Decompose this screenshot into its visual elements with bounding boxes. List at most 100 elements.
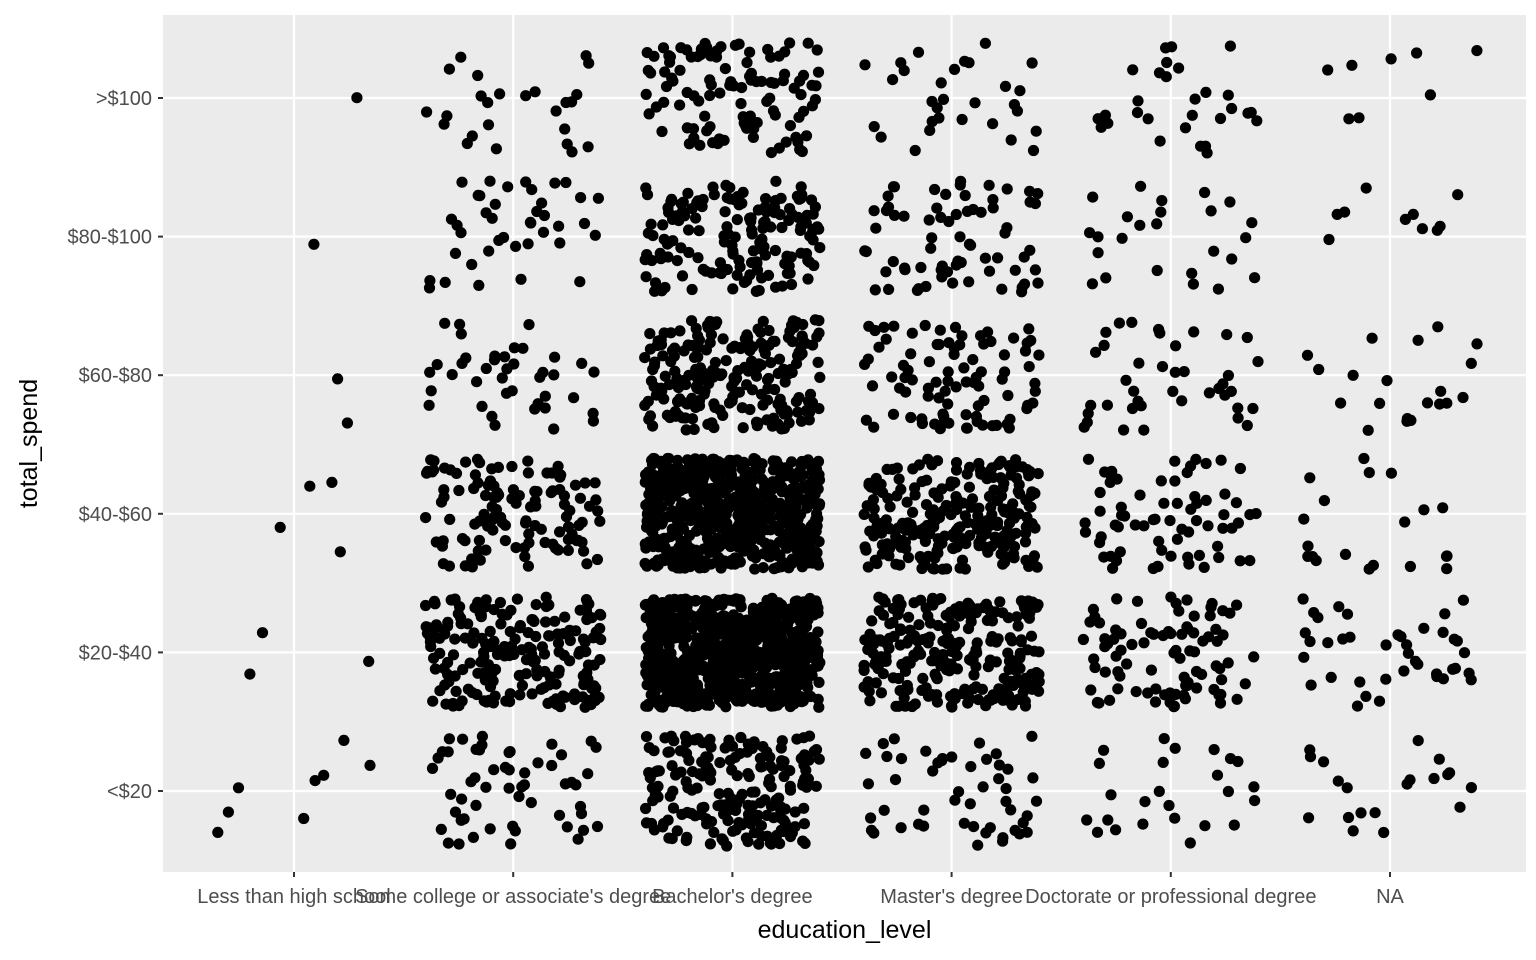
- data-point: [1094, 505, 1106, 517]
- data-point: [692, 252, 704, 264]
- data-point: [678, 548, 690, 560]
- data-point: [642, 64, 654, 77]
- data-point: [901, 637, 913, 649]
- data-point: [546, 759, 558, 772]
- data-point: [1028, 550, 1040, 562]
- data-point: [921, 633, 933, 645]
- data-point: [948, 531, 960, 543]
- data-point: [714, 757, 726, 769]
- data-point: [646, 458, 659, 470]
- data-point: [796, 145, 808, 158]
- data-point: [774, 549, 786, 561]
- data-point: [1169, 812, 1181, 824]
- data-point: [883, 283, 895, 295]
- data-point: [1200, 86, 1212, 98]
- data-point: [480, 594, 492, 606]
- data-point: [532, 667, 544, 679]
- data-point: [1232, 412, 1244, 424]
- data-point: [658, 393, 670, 405]
- data-point: [795, 458, 807, 470]
- data-point: [1153, 323, 1165, 336]
- data-point: [717, 409, 729, 421]
- data-point: [471, 688, 483, 701]
- data-point: [447, 649, 460, 661]
- data-point: [1132, 95, 1144, 107]
- data-point: [546, 467, 558, 479]
- data-point: [888, 181, 901, 193]
- data-point: [1023, 612, 1035, 624]
- data-point: [1077, 633, 1089, 646]
- data-point: [765, 493, 777, 505]
- data-point: [940, 188, 952, 200]
- data-point: [951, 649, 963, 662]
- data-point: [771, 562, 784, 574]
- data-point: [1224, 753, 1237, 765]
- data-point: [983, 179, 995, 191]
- data-point: [1306, 551, 1319, 563]
- data-point: [690, 380, 703, 392]
- data-point: [1161, 56, 1173, 69]
- data-point: [999, 686, 1011, 698]
- data-point: [932, 540, 945, 552]
- data-point: [455, 227, 467, 239]
- data-point: [1305, 679, 1317, 691]
- data-point: [700, 265, 712, 277]
- data-point: [666, 833, 678, 845]
- data-point: [689, 595, 702, 607]
- data-point: [662, 814, 674, 826]
- data-point: [810, 780, 822, 792]
- data-point: [909, 144, 921, 157]
- data-point: [693, 395, 706, 407]
- data-point: [520, 176, 532, 188]
- data-point: [915, 261, 927, 274]
- data-point: [487, 524, 499, 536]
- data-point: [644, 506, 656, 518]
- data-point: [813, 327, 825, 339]
- data-point: [887, 672, 899, 684]
- data-point: [982, 326, 994, 338]
- data-point: [439, 317, 451, 329]
- data-point: [492, 644, 504, 656]
- data-point: [935, 211, 947, 223]
- data-point: [529, 86, 541, 98]
- data-point: [958, 362, 970, 374]
- data-point: [707, 661, 719, 673]
- data-point: [808, 259, 820, 272]
- data-point: [1318, 756, 1330, 768]
- data-point: [875, 687, 888, 699]
- data-point: [326, 476, 338, 488]
- data-point: [795, 221, 807, 233]
- data-point: [999, 80, 1012, 92]
- data-point: [649, 696, 661, 708]
- data-point: [1025, 630, 1038, 642]
- data-point: [919, 557, 931, 569]
- data-point: [660, 488, 672, 500]
- data-point: [642, 395, 654, 407]
- data-point: [894, 559, 906, 571]
- data-point: [523, 528, 535, 540]
- data-point: [508, 358, 520, 370]
- data-point: [859, 59, 871, 71]
- data-point: [861, 500, 873, 512]
- data-point: [572, 833, 584, 845]
- data-point: [1224, 40, 1236, 52]
- data-point: [555, 749, 568, 761]
- data-point: [1219, 488, 1231, 500]
- data-point: [954, 179, 966, 191]
- data-point: [916, 413, 928, 425]
- data-point: [912, 46, 925, 58]
- data-point: [588, 659, 600, 671]
- data-point: [699, 525, 711, 537]
- data-point: [1339, 548, 1352, 561]
- data-point: [1018, 251, 1030, 263]
- data-point: [493, 234, 505, 246]
- data-point: [878, 321, 890, 333]
- data-point: [579, 477, 591, 489]
- data-point: [733, 456, 745, 468]
- data-point: [664, 411, 676, 424]
- data-point: [490, 504, 503, 516]
- data-point: [777, 363, 790, 375]
- data-point: [1002, 507, 1014, 519]
- data-point: [550, 693, 562, 705]
